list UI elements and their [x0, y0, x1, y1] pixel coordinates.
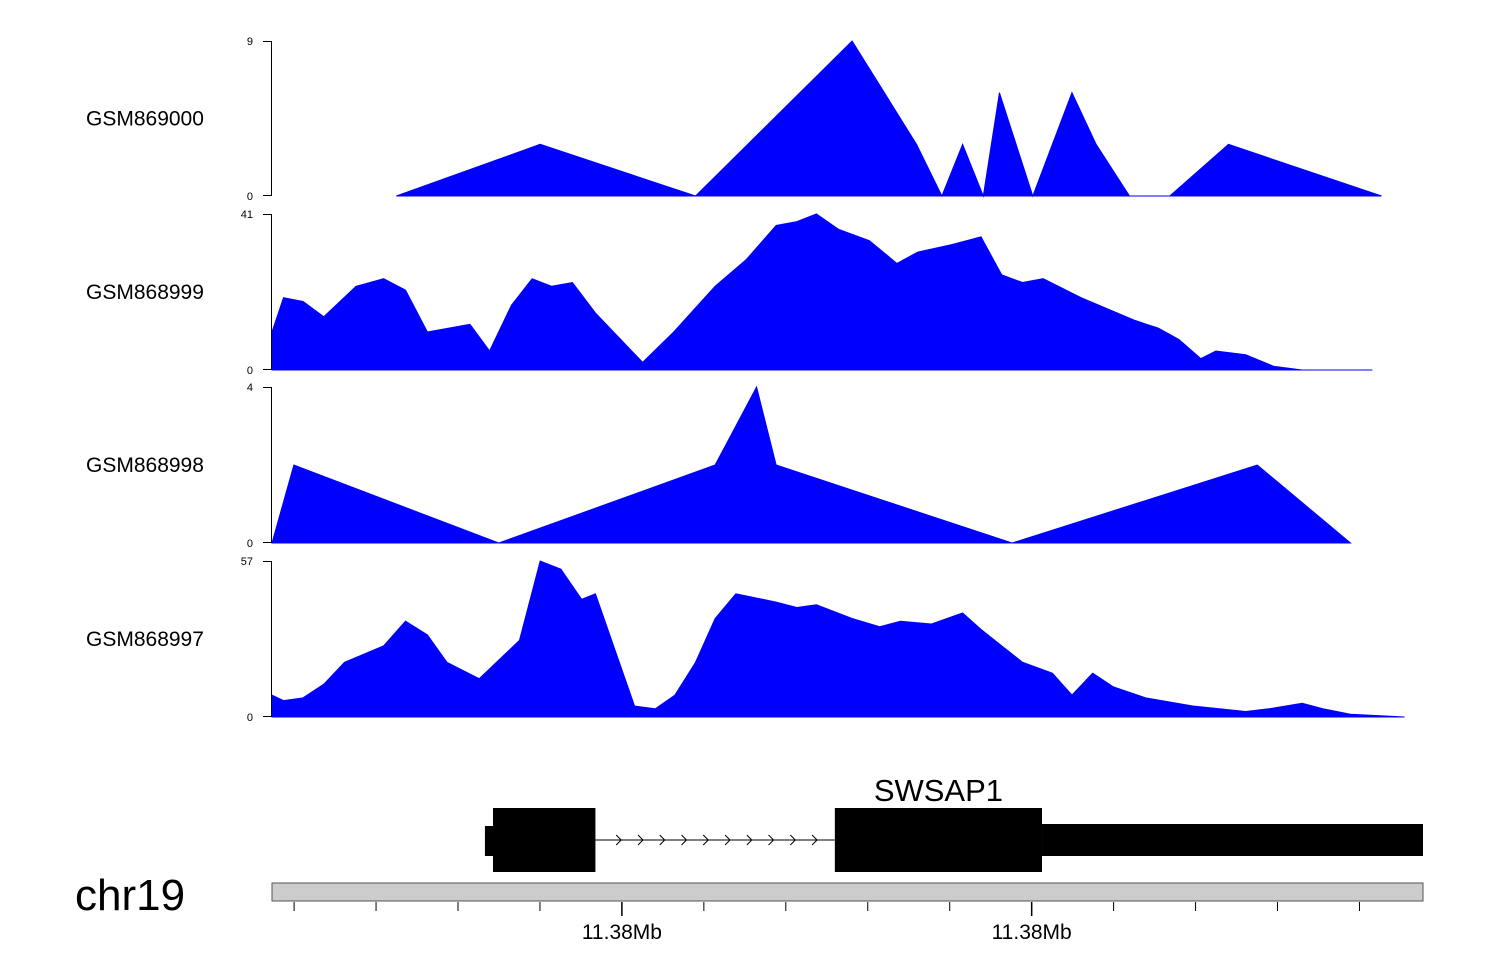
- track-label: GSM868999: [86, 281, 204, 304]
- genomic-axis: 11.38Mb 11.38Mb: [293, 902, 1360, 944]
- gene-annotation-track: SWSAP1: [484, 773, 1423, 872]
- track-gsm868999: 41 0 GSM868999: [86, 209, 1373, 377]
- signal-area-gsm868998: [271, 385, 1352, 544]
- gene-strand-arrows: [615, 834, 818, 846]
- gene-exons: [484, 808, 1423, 872]
- strand-arrow: [702, 834, 709, 846]
- y-tick-label-max: 41: [241, 209, 253, 221]
- strand-arrow: [811, 834, 818, 846]
- x-tick-label: 11.38Mb: [992, 921, 1072, 944]
- gene-exon: [1042, 824, 1423, 856]
- track-gsm869000: 9 0 GSM869000: [86, 36, 1382, 203]
- strand-arrow: [681, 834, 688, 846]
- strand-arrow: [659, 834, 666, 846]
- strand-arrow: [768, 834, 775, 846]
- track-gsm868997: 57 0 GSM868997: [86, 556, 1405, 724]
- gene-name-label: SWSAP1: [874, 773, 1003, 808]
- x-tick-label: 11.38Mb: [582, 921, 662, 944]
- y-tick-label-max: 57: [241, 556, 253, 568]
- track-label: GSM869000: [86, 108, 204, 131]
- chromosome-ideogram: chr19: [75, 871, 1424, 920]
- gene-exon: [484, 826, 493, 856]
- y-tick-label-max: 9: [247, 36, 253, 48]
- y-tick-label-min: 0: [247, 712, 253, 724]
- track-label: GSM868998: [86, 454, 204, 477]
- strand-arrow: [746, 834, 753, 846]
- signal-area-gsm868999: [271, 213, 1373, 371]
- strand-arrow: [637, 834, 644, 846]
- y-tick-label-min: 0: [247, 365, 253, 377]
- signal-area-gsm868997: [271, 560, 1405, 718]
- y-tick-label-max: 4: [247, 382, 253, 394]
- chromosome-bar: [271, 882, 1424, 902]
- track-gsm868998: 4 0 GSM868998: [86, 382, 1352, 550]
- signal-area-gsm869000: [396, 40, 1382, 198]
- gene-exon: [834, 808, 1043, 872]
- chromosome-label: chr19: [75, 871, 185, 920]
- strand-arrow: [615, 834, 622, 846]
- y-tick-label-min: 0: [247, 538, 253, 550]
- data-tracks: 9 0 GSM869000 41 0 GSM868999 4 0 GSM868998 57 0 GSM…: [86, 36, 1405, 724]
- track-label: GSM868997: [86, 628, 204, 651]
- gene-exon: [492, 808, 596, 872]
- strand-arrow: [724, 834, 731, 846]
- y-tick-label-min: 0: [247, 191, 253, 203]
- strand-arrow: [789, 834, 797, 846]
